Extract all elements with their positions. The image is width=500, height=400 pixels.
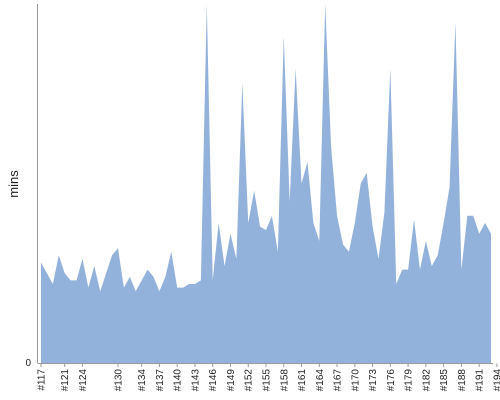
x-tick-label: #173 bbox=[368, 369, 379, 392]
x-tick-label: #146 bbox=[208, 369, 219, 392]
axes bbox=[37, 4, 493, 364]
x-tick-label: #134 bbox=[137, 369, 148, 392]
x-tick-label: #137 bbox=[155, 369, 166, 392]
x-tick-label: #188 bbox=[457, 369, 468, 392]
x-tick-label: #121 bbox=[60, 369, 71, 392]
x-tick-label: #143 bbox=[190, 369, 201, 392]
y-tick-labels: 0 bbox=[25, 358, 31, 369]
x-tick-label: #130 bbox=[113, 369, 124, 392]
x-tick-label: #182 bbox=[421, 369, 432, 392]
x-tick-label: #161 bbox=[297, 369, 308, 392]
x-tick-label: #191 bbox=[475, 369, 486, 392]
x-tick-label: #164 bbox=[315, 369, 326, 392]
x-tick-label: #124 bbox=[78, 369, 89, 392]
x-tick-label: #179 bbox=[404, 369, 415, 392]
x-tick-label: #149 bbox=[226, 369, 237, 392]
x-tick-label: #185 bbox=[439, 369, 450, 392]
x-tick-label: #158 bbox=[279, 369, 290, 392]
x-tick-label: #176 bbox=[386, 369, 397, 392]
x-tick-label: #194 bbox=[492, 369, 500, 392]
x-tick-label: #167 bbox=[333, 369, 344, 392]
area-series bbox=[41, 4, 491, 363]
y-tick-label: 0 bbox=[25, 358, 31, 369]
x-tick-label: #152 bbox=[244, 369, 255, 392]
y-axis-title: mins bbox=[6, 170, 21, 198]
x-tick-label: #170 bbox=[350, 369, 361, 392]
x-tick-labels: #117 #121 #124 #130 #134 #137 #140 #143 #146 #149… bbox=[37, 363, 500, 392]
x-tick-label: #117 bbox=[37, 369, 48, 391]
x-tick-label: #155 bbox=[262, 369, 273, 392]
plot-area bbox=[41, 4, 491, 363]
x-tick-label: #140 bbox=[173, 369, 184, 392]
